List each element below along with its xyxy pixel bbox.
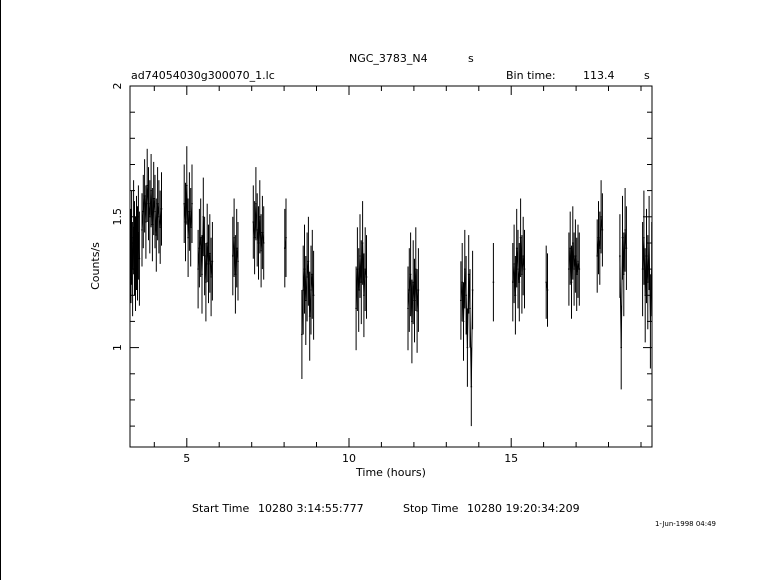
start-time-label: Start Time bbox=[192, 502, 250, 515]
y-tick-label: 1 bbox=[111, 344, 124, 351]
tick-labels: 5 10 15 1 1.5 2 bbox=[111, 83, 518, 466]
stop-time-value: 10280 19:20:34:209 bbox=[467, 502, 580, 515]
data-segment bbox=[301, 216, 315, 379]
data-segment bbox=[130, 180, 141, 317]
x-axis-label: Time (hours) bbox=[355, 466, 426, 479]
data-segment bbox=[545, 245, 549, 327]
data-marks bbox=[130, 146, 653, 427]
bin-time-value: 113.4 bbox=[583, 69, 615, 82]
timestamp: 1-Jun-1998 04:49 bbox=[655, 520, 716, 528]
data-segment bbox=[407, 227, 420, 364]
bin-time-label: Bin time: bbox=[506, 69, 556, 82]
data-segment bbox=[596, 180, 604, 293]
data-segment bbox=[460, 229, 474, 427]
filename-label: ad74054030g300070_1.lc bbox=[131, 69, 275, 82]
segment-line bbox=[512, 237, 525, 296]
data-segment bbox=[232, 198, 239, 314]
x-tick-label: 15 bbox=[504, 452, 518, 465]
axis-ticks bbox=[130, 85, 652, 447]
segment-line bbox=[141, 185, 162, 236]
start-time-value: 10280 3:14:55:777 bbox=[258, 502, 364, 515]
y-axis-label: Counts/s bbox=[89, 242, 102, 290]
stop-time-label: Stop Time bbox=[403, 502, 459, 515]
data-segment bbox=[197, 177, 214, 322]
bin-time-unit: s bbox=[644, 69, 650, 82]
segment-line bbox=[301, 261, 315, 335]
chart-title: NGC_3783_N4 bbox=[349, 52, 428, 65]
data-segment bbox=[492, 243, 495, 322]
data-segment bbox=[619, 188, 628, 390]
y-tick-label: 1.5 bbox=[111, 208, 124, 226]
segment-line bbox=[460, 269, 474, 387]
data-segment bbox=[512, 198, 526, 335]
left-border bbox=[0, 0, 1, 580]
data-segment bbox=[355, 201, 368, 351]
data-segment bbox=[252, 167, 265, 288]
data-segment bbox=[284, 198, 287, 288]
title-unit: s bbox=[468, 52, 474, 65]
data-segment bbox=[141, 148, 163, 272]
data-segment bbox=[183, 146, 193, 277]
x-tick-label: 10 bbox=[342, 452, 356, 465]
x-tick-label: 5 bbox=[183, 452, 190, 465]
y-tick-label: 2 bbox=[111, 83, 124, 90]
data-segment bbox=[641, 190, 653, 369]
data-segment bbox=[568, 206, 581, 319]
